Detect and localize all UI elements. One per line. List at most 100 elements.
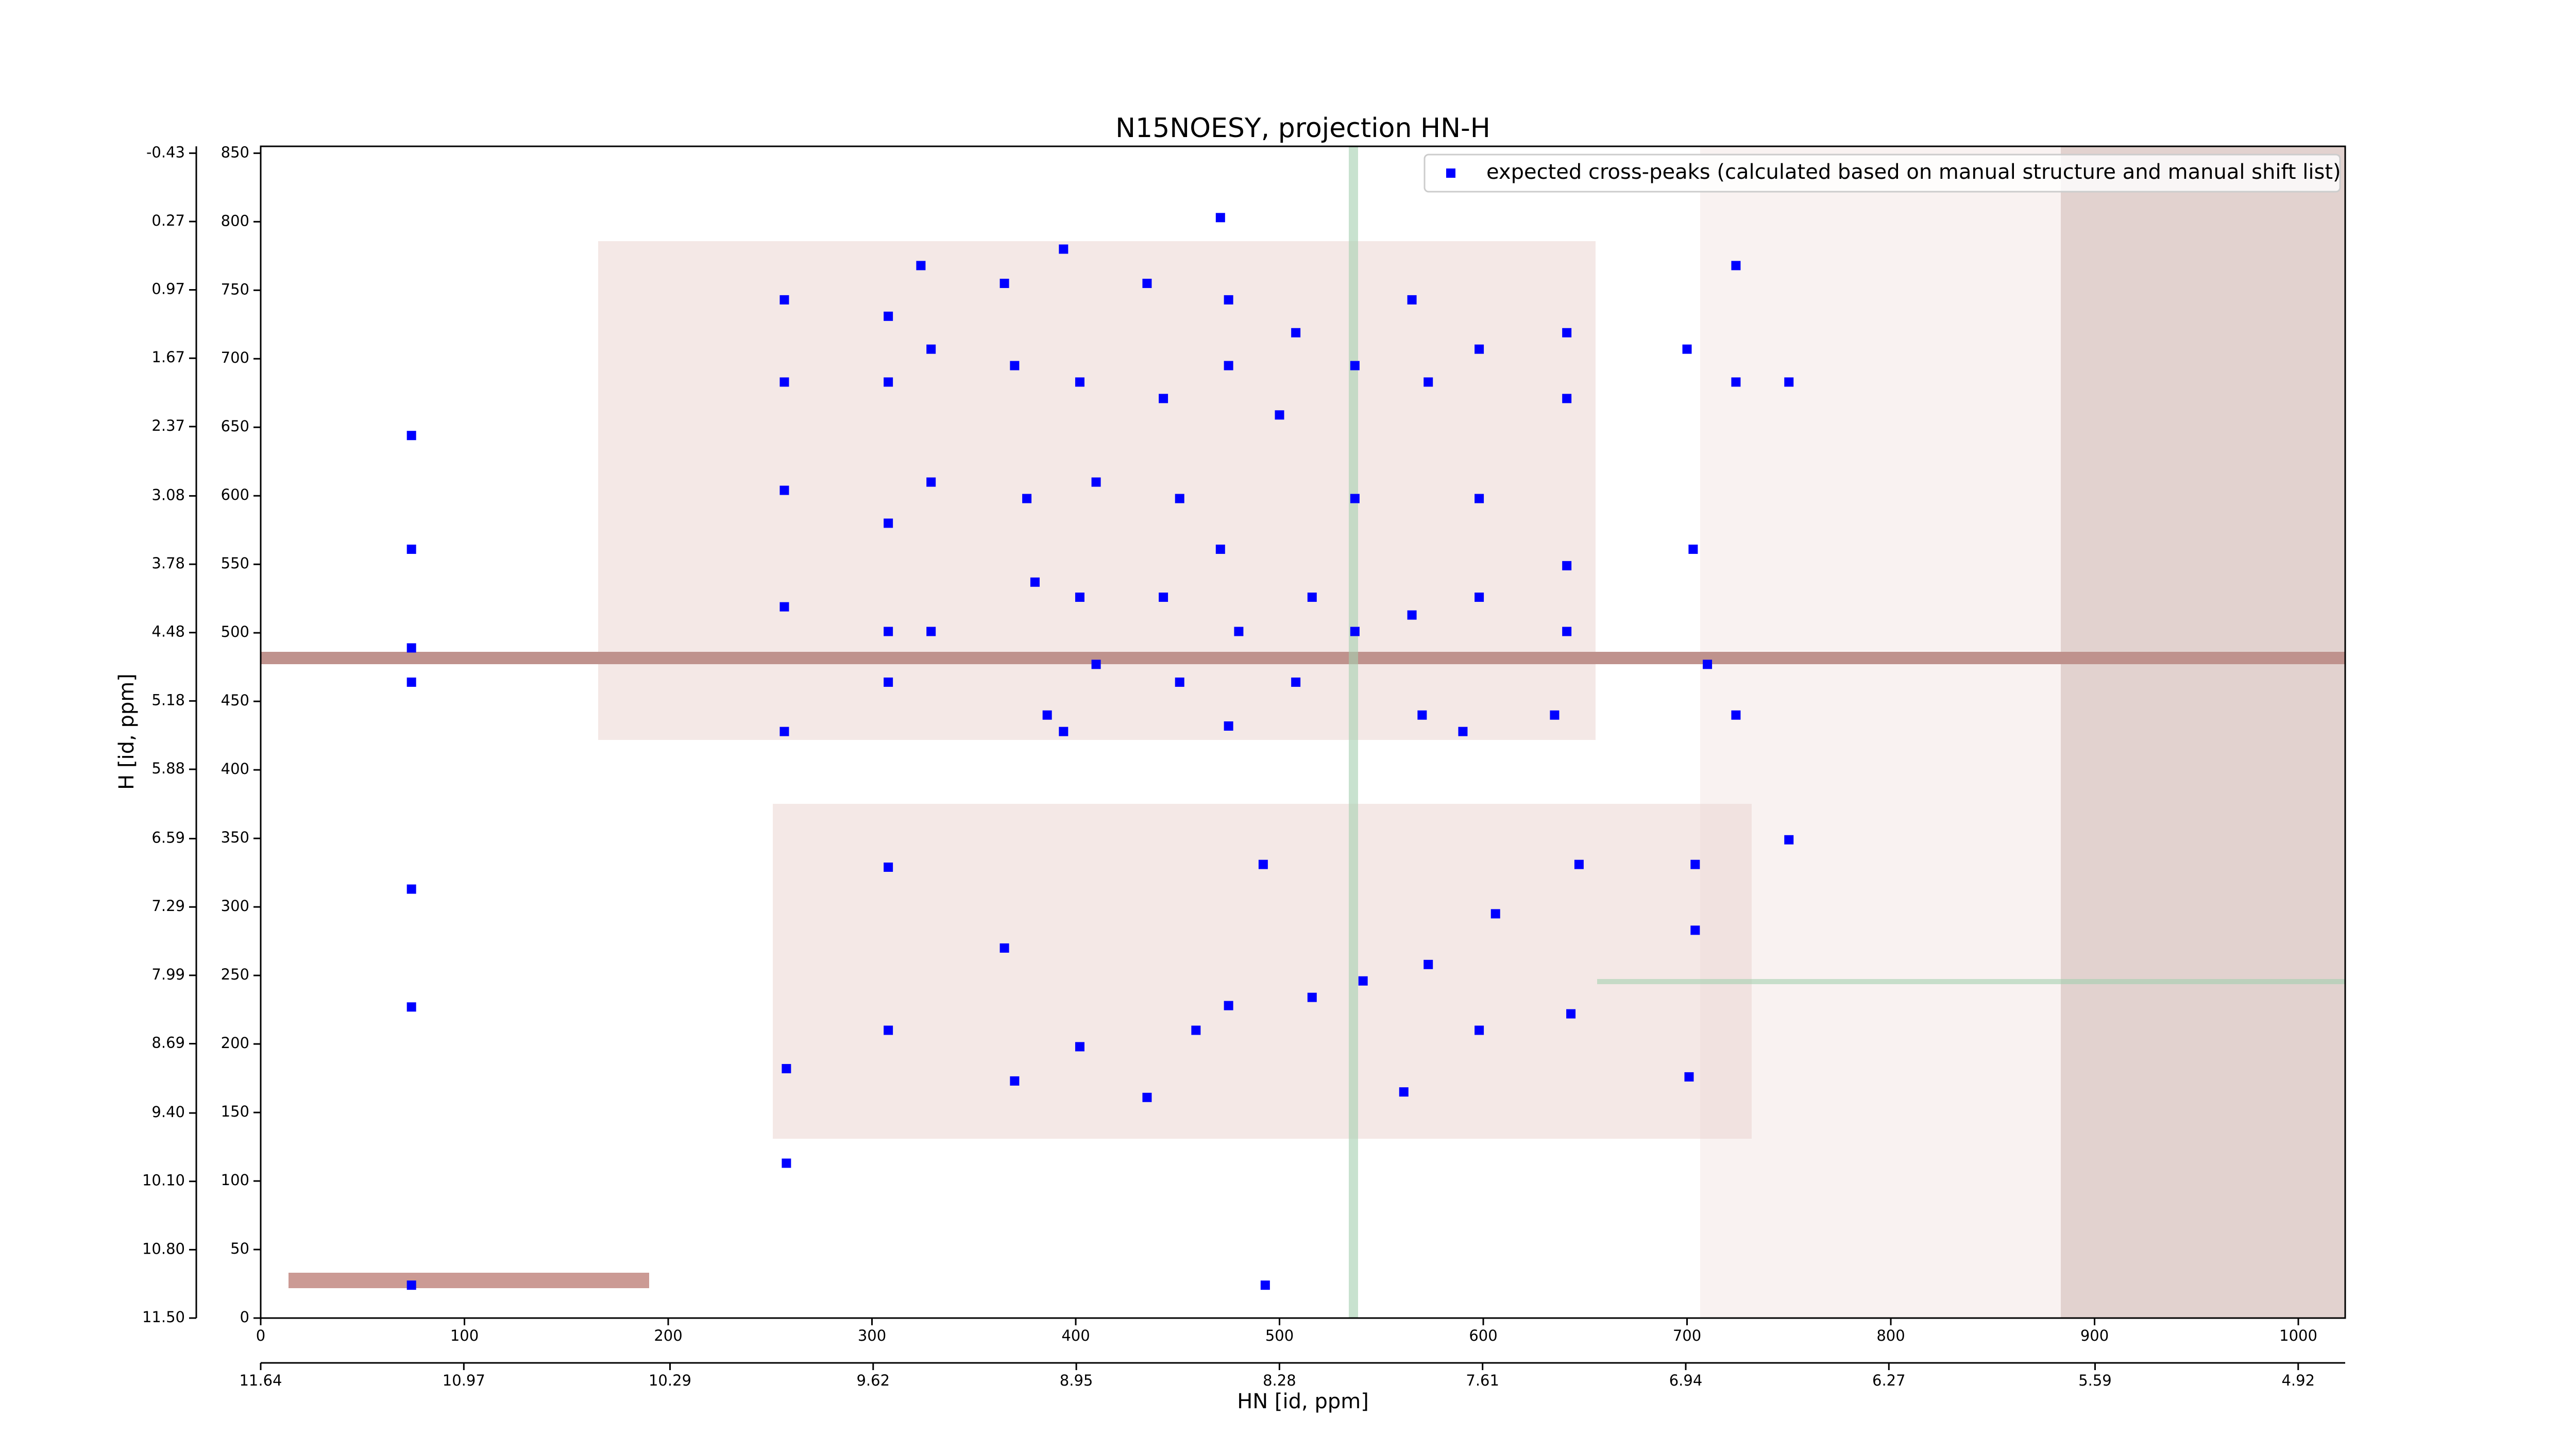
cross-peak-marker	[916, 261, 926, 271]
cross-peak-marker	[1291, 328, 1301, 338]
y2-tick-label: 8.69	[151, 1034, 185, 1052]
cross-peak-marker	[1215, 544, 1225, 554]
y2-tick-label: 3.08	[151, 486, 185, 503]
cross-peak-marker	[1191, 1025, 1201, 1035]
x-tick-label: 700	[1673, 1327, 1701, 1344]
x2-tick-label: 10.97	[443, 1372, 485, 1389]
cross-peak-marker	[1458, 727, 1468, 736]
cross-peak-marker	[1224, 721, 1233, 731]
y-tick-label: 850	[221, 143, 249, 161]
y-tick-label: 50	[230, 1240, 249, 1257]
cross-peak-marker	[406, 884, 416, 894]
cross-peak-marker	[884, 377, 893, 387]
contour-ridge	[1597, 979, 2345, 984]
cross-peak-marker	[782, 1064, 791, 1073]
cross-peak-marker	[1350, 361, 1360, 370]
y2-tick-label: 6.59	[151, 829, 185, 847]
x2-tick-label: 10.29	[649, 1372, 691, 1389]
x-tick-label: 1000	[2279, 1327, 2317, 1344]
cross-peak-marker	[779, 485, 789, 495]
y-tick-label: 750	[221, 280, 249, 298]
y2-tick-label: 9.40	[151, 1103, 185, 1121]
cross-peak-marker	[779, 602, 789, 612]
y-tick-label: 350	[221, 829, 249, 846]
x2-tick-label: 9.62	[856, 1372, 890, 1389]
cross-peak-marker	[1091, 477, 1101, 487]
cross-peak-marker	[1690, 925, 1700, 935]
y2-tick-label: 0.97	[151, 280, 185, 298]
cross-peak-marker	[1731, 261, 1741, 271]
cross-peak-marker	[1224, 361, 1233, 370]
y-tick-label: 550	[221, 554, 249, 572]
cross-peak-marker	[1234, 627, 1244, 636]
cross-peak-marker	[1684, 1072, 1694, 1082]
cross-peak-marker	[1399, 1087, 1409, 1097]
y2-tick-label: 2.37	[151, 417, 185, 434]
cross-peak-marker	[1175, 494, 1184, 503]
y-tick-label: 200	[221, 1034, 249, 1052]
cross-peak-marker	[1475, 1025, 1484, 1035]
x-axis-label: HN [id, ppm]	[1237, 1390, 1369, 1413]
cross-peak-marker	[1275, 410, 1284, 420]
x2-tick-label: 11.64	[239, 1372, 282, 1389]
y2-tick-label: 3.78	[151, 554, 185, 572]
cross-peak-marker	[1224, 295, 1233, 305]
legend-label: expected cross-peaks (calculated based o…	[1486, 160, 2341, 184]
x2-tick-label: 8.28	[1263, 1372, 1296, 1389]
cross-peak-marker	[1291, 677, 1301, 687]
y-tick-label: 600	[221, 486, 249, 503]
cross-peak-marker	[1307, 992, 1317, 1002]
cross-peak-marker	[1731, 710, 1741, 720]
cross-peak-marker	[779, 377, 789, 387]
y-tick-label: 500	[221, 623, 249, 640]
spectrum-contours	[261, 146, 2345, 1318]
cross-peak-marker	[1350, 627, 1360, 636]
cross-peak-marker	[1475, 494, 1484, 503]
contour-region	[2061, 146, 2345, 1318]
cross-peak-marker	[999, 943, 1009, 953]
contour-region	[773, 804, 1752, 1139]
cross-peak-marker	[1475, 344, 1484, 354]
cross-peak-marker	[782, 1158, 791, 1168]
cross-peak-marker	[999, 278, 1009, 288]
x2-tick-label: 6.94	[1669, 1372, 1703, 1389]
cross-peak-marker	[406, 643, 416, 653]
cross-peak-marker	[406, 677, 416, 687]
cross-peak-marker	[1731, 377, 1741, 387]
cross-peak-marker	[1142, 278, 1152, 288]
contour-ridge	[289, 1273, 649, 1288]
cross-peak-marker	[1307, 593, 1317, 602]
y-tick-label: 250	[221, 966, 249, 983]
x-tick-label: 600	[1469, 1327, 1497, 1344]
y2-tick-label: 1.67	[151, 348, 185, 366]
y2-tick-label: 11.50	[142, 1308, 185, 1326]
y-tick-label: 100	[221, 1171, 249, 1189]
y-tick-label: 0	[240, 1308, 249, 1326]
cross-peak-marker	[1562, 328, 1572, 338]
cross-peak-marker	[1258, 859, 1268, 869]
cross-peak-marker	[884, 311, 893, 321]
cross-peak-marker	[926, 627, 936, 636]
cross-peak-marker	[1566, 1009, 1576, 1019]
cross-peak-marker	[1075, 377, 1084, 387]
x2-tick-label: 6.27	[1872, 1372, 1906, 1389]
cross-peak-marker	[406, 544, 416, 554]
y2-tick-label: 5.18	[151, 691, 185, 708]
cross-peak-marker	[1075, 1042, 1084, 1052]
cross-peak-marker	[1784, 377, 1794, 387]
cross-peak-marker	[1260, 1280, 1270, 1290]
x-tick-label: 0	[256, 1327, 265, 1344]
y-tick-label: 300	[221, 897, 249, 915]
x-tick-label: 900	[2080, 1327, 2109, 1344]
y2-tick-label: 7.29	[151, 897, 185, 915]
cross-peak-marker	[1562, 627, 1572, 636]
x-tick-label: 500	[1265, 1327, 1294, 1344]
cross-peak-marker	[1690, 859, 1700, 869]
cross-peak-marker	[1010, 361, 1020, 370]
y2-tick-label: 7.99	[151, 966, 185, 983]
cross-peak-marker	[1159, 394, 1168, 403]
y2-tick-label: 4.48	[151, 623, 185, 640]
y2-tick-label: 10.80	[142, 1240, 185, 1257]
contour-ridge	[1349, 146, 1358, 1318]
